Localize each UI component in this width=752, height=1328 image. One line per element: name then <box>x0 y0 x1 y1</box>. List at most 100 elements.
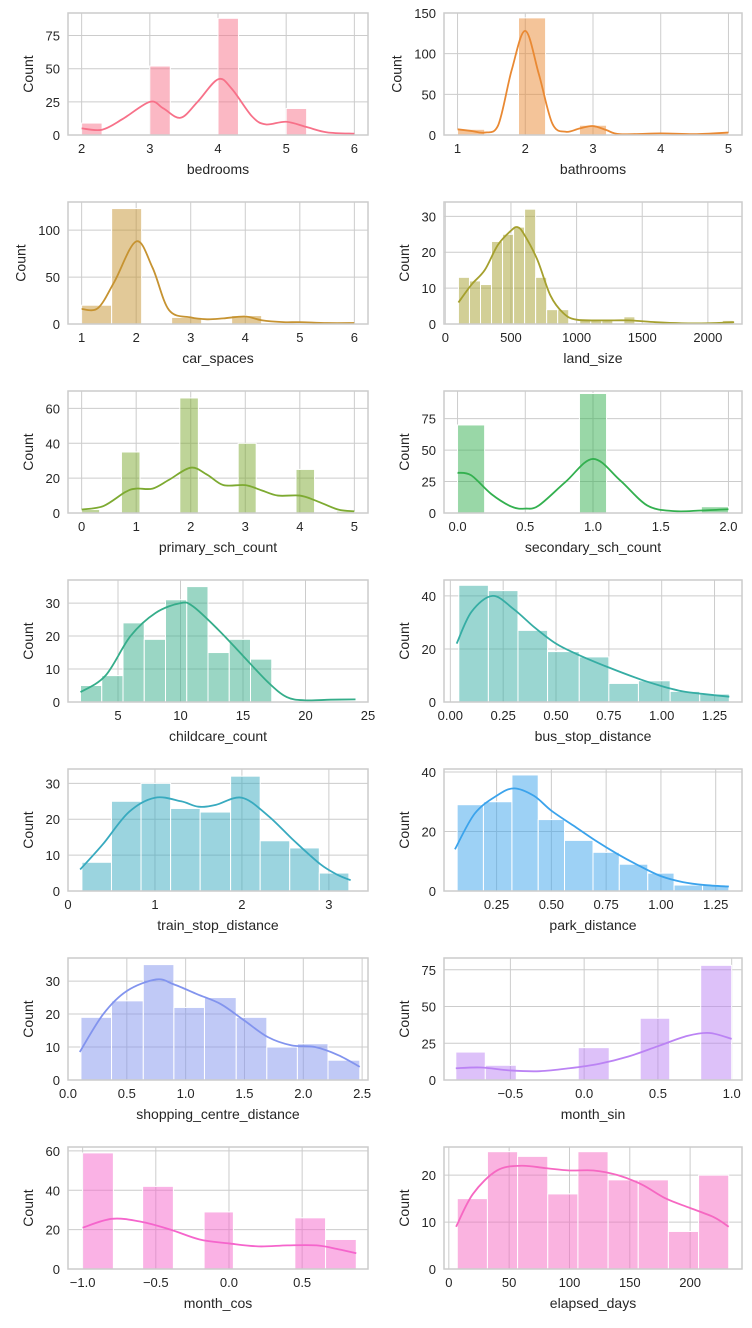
histogram-bar <box>457 424 486 514</box>
axes-frame <box>67 768 369 892</box>
x-axis-label: bathrooms <box>560 161 626 177</box>
x-axis-label: car_spaces <box>182 350 254 366</box>
histogram-bar <box>120 451 141 514</box>
y-tick-label: 20 <box>46 471 60 486</box>
y-tick-label: 0 <box>429 884 436 899</box>
y-tick-label: 0 <box>53 1262 60 1277</box>
histogram-bar <box>456 1198 488 1270</box>
kde-line <box>455 595 730 698</box>
histogram-panel-land-size: 0 500 1000 1500 2000 0 10 20 30 land_size Count <box>396 201 743 366</box>
histogram-bar <box>122 622 145 703</box>
histogram-bar <box>455 1051 486 1081</box>
y-axis-label: Count <box>20 811 36 848</box>
y-tick-label: 25 <box>422 1036 436 1051</box>
x-tick-label: 5 <box>296 330 303 345</box>
y-tick-label: 20 <box>46 812 60 827</box>
x-axis-label: primary_sch_count <box>159 539 277 555</box>
y-tick-label: 40 <box>422 589 436 604</box>
y-tick-label: 10 <box>46 662 60 677</box>
y-tick-label: 0 <box>53 506 60 521</box>
x-tick-label: 20 <box>298 708 312 723</box>
histogram-bar <box>170 807 201 892</box>
histogram-bar <box>547 651 580 703</box>
y-axis-label: Count <box>20 1000 36 1037</box>
y-tick-label: 20 <box>422 642 436 657</box>
axes-frame <box>443 12 743 136</box>
plot-area <box>68 391 368 513</box>
x-tick-label: 5 <box>114 708 121 723</box>
y-tick-label: 20 <box>46 629 60 644</box>
histogram-bar <box>513 226 526 325</box>
histogram-bar <box>81 861 112 892</box>
y-axis-label: Count <box>396 433 412 470</box>
y-tick-label: 30 <box>422 209 436 224</box>
x-tick-label: 1.00 <box>648 897 673 912</box>
x-tick-label: 0.75 <box>596 708 621 723</box>
x-tick-label: 3 <box>589 141 596 156</box>
histogram-panel-shopping-centre-distance: 0.0 0.5 1.0 1.5 2.0 2.5 0 10 20 30 shopping_centre… <box>20 957 371 1122</box>
x-tick-label: 1.25 <box>703 897 728 912</box>
histogram-bar <box>592 851 620 892</box>
axes-frame <box>67 12 369 136</box>
x-tick-label: 3 <box>187 330 194 345</box>
y-tick-label: 0 <box>53 695 60 710</box>
x-tick-label: 0.5 <box>649 1086 667 1101</box>
y-tick-label: 30 <box>46 596 60 611</box>
histogram-bar <box>637 1179 669 1270</box>
x-tick-label: 10 <box>173 708 187 723</box>
x-tick-label: −0.5 <box>498 1086 524 1101</box>
y-tick-label: 0 <box>429 128 436 143</box>
histogram-bar <box>82 1152 114 1270</box>
y-tick-label: 20 <box>422 1168 436 1183</box>
axes-frame <box>67 957 369 1081</box>
histogram-bar <box>207 652 230 703</box>
axes-frame <box>67 579 369 703</box>
y-tick-label: 40 <box>46 1183 60 1198</box>
histogram-bar <box>80 1016 113 1081</box>
histogram-bar <box>217 17 239 136</box>
x-tick-label: 2 <box>133 330 140 345</box>
histogram-bar <box>259 840 291 892</box>
x-axis-label: secondary_sch_count <box>525 539 661 555</box>
histogram-panel-month-sin: −0.5 0.0 0.5 1.0 0 25 50 75 month_sin Count <box>396 957 743 1122</box>
x-tick-label: 3 <box>242 519 249 534</box>
x-tick-label: 0.50 <box>543 708 568 723</box>
histogram-bar <box>700 964 733 1081</box>
x-tick-label: 3 <box>146 141 153 156</box>
y-tick-label: 75 <box>422 963 436 978</box>
kde-line <box>457 458 729 513</box>
x-tick-label: 2 <box>238 897 245 912</box>
x-tick-label: 1.0 <box>177 1086 195 1101</box>
x-axis-label: park_distance <box>549 917 636 933</box>
axes-frame <box>67 201 369 325</box>
y-tick-label: 60 <box>46 401 60 416</box>
x-axis-label: shopping_centre_distance <box>136 1106 300 1122</box>
y-tick-label: 50 <box>46 62 60 77</box>
x-tick-label: 1 <box>78 330 85 345</box>
x-tick-label: 1.00 <box>649 708 674 723</box>
histogram-bar <box>524 208 537 325</box>
histogram-bar <box>458 584 489 703</box>
kde-line <box>457 30 729 136</box>
x-tick-label: 0 <box>445 1275 452 1290</box>
y-tick-label: 40 <box>46 436 60 451</box>
y-axis-label: Count <box>20 622 36 659</box>
x-tick-label: 0.25 <box>491 708 516 723</box>
x-tick-label: 4 <box>296 519 303 534</box>
y-tick-label: 25 <box>46 95 60 110</box>
y-tick-label: 20 <box>422 824 436 839</box>
y-tick-label: 25 <box>422 475 436 490</box>
x-tick-label: 0.0 <box>449 519 467 534</box>
y-axis-label: Count <box>396 622 412 659</box>
x-tick-label: 0.5 <box>118 1086 136 1101</box>
histogram-bar <box>547 1193 579 1270</box>
y-tick-label: 20 <box>46 1007 60 1022</box>
y-tick-label: 0 <box>429 506 436 521</box>
histogram-panel-childcare-count: 5 10 15 20 25 0 10 20 30 childcare_count Count <box>20 579 375 744</box>
x-tick-label: 0 <box>78 519 85 534</box>
y-tick-label: 30 <box>46 974 60 989</box>
x-axis-label: month_sin <box>561 1106 626 1122</box>
y-tick-label: 100 <box>414 47 436 62</box>
histogram-bar <box>111 1000 144 1081</box>
